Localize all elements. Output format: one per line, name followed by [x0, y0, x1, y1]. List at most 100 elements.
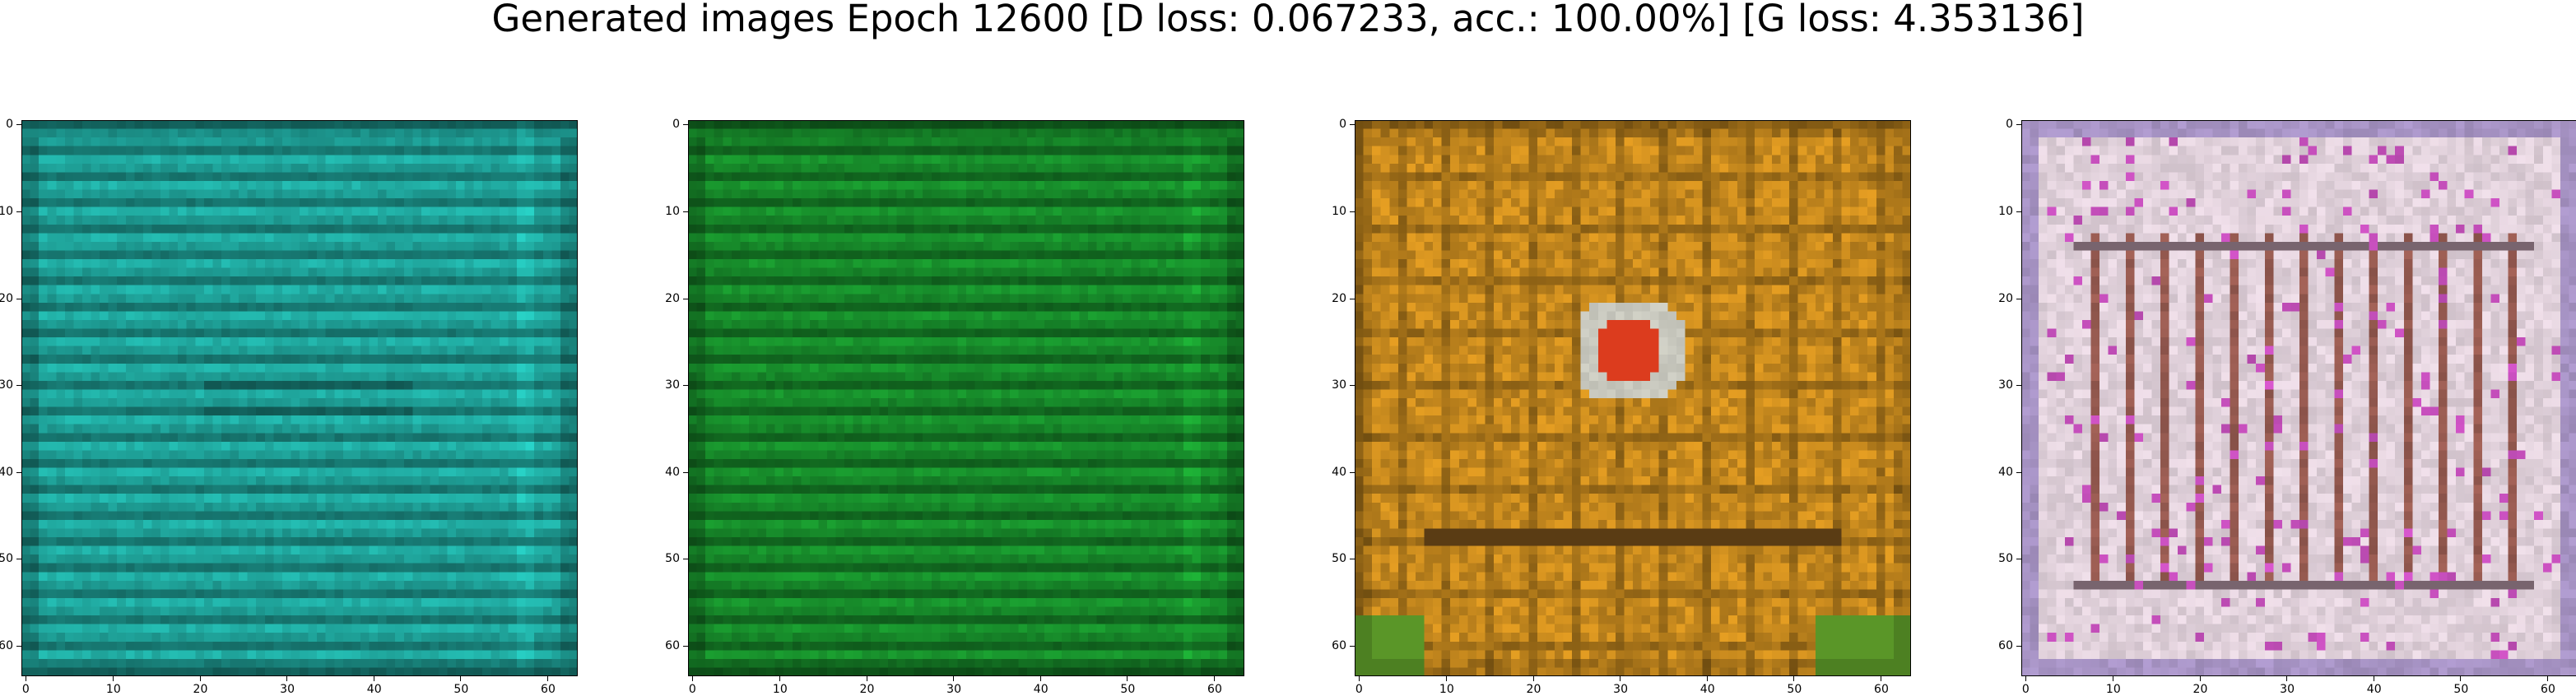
x-tick-mark [692, 676, 694, 681]
y-tick-mark [16, 385, 21, 387]
y-tick-label: 30 [0, 378, 13, 392]
generated-image-canvas [1355, 120, 1911, 676]
y-tick-label: 50 [1332, 552, 1346, 566]
x-tick-mark [953, 676, 955, 681]
figure-title: Generated images Epoch 12600 [D loss: 0.… [491, 0, 2085, 40]
x-tick-label: 60 [1207, 683, 1222, 696]
x-tick-label: 10 [2105, 683, 2121, 696]
x-tick-mark [1127, 676, 1128, 681]
y-tick-mark [16, 211, 21, 212]
y-tick-label: 40 [1332, 465, 1346, 479]
y-tick-label: 10 [1998, 204, 2013, 218]
y-tick-label: 20 [1332, 291, 1346, 305]
y-tick-mark [683, 124, 688, 126]
x-tick-mark [1445, 676, 1447, 681]
x-tick-label: 20 [193, 683, 208, 696]
y-tick-mark [2016, 471, 2021, 473]
y-tick-mark [1350, 385, 1355, 387]
y-tick-label: 60 [0, 639, 13, 653]
x-tick-mark [547, 676, 549, 681]
y-tick-mark [683, 211, 688, 212]
x-tick-mark [779, 676, 780, 681]
y-tick-mark [2016, 646, 2021, 647]
y-tick-label: 40 [0, 465, 13, 479]
x-tick-label: 20 [859, 683, 875, 696]
generated-image-canvas [21, 120, 578, 676]
y-tick-label: 0 [6, 118, 13, 132]
y-tick-label: 50 [665, 552, 680, 566]
y-tick-label: 20 [665, 291, 680, 305]
x-tick-mark [2460, 676, 2462, 681]
y-tick-label: 40 [665, 465, 680, 479]
x-tick-label: 50 [1120, 683, 1136, 696]
y-tick-label: 30 [1332, 378, 1346, 392]
y-tick-label: 0 [1339, 118, 1346, 132]
generated-image-1 [21, 120, 578, 676]
x-tick-mark [1706, 676, 1708, 681]
x-tick-mark [1532, 676, 1534, 681]
y-tick-mark [2016, 211, 2021, 212]
y-tick-label: 50 [0, 552, 13, 566]
x-tick-label: 40 [2366, 683, 2382, 696]
x-tick-label: 10 [105, 683, 121, 696]
y-tick-mark [16, 471, 21, 473]
y-tick-mark [1350, 646, 1355, 647]
y-tick-label: 30 [665, 378, 680, 392]
y-tick-label: 30 [1998, 378, 2013, 392]
y-tick-label: 10 [1332, 204, 1346, 218]
x-tick-label: 0 [1355, 683, 1363, 696]
x-tick-label: 20 [2192, 683, 2208, 696]
y-tick-mark [1350, 211, 1355, 212]
y-tick-label: 60 [1998, 639, 2013, 653]
y-tick-mark [1350, 471, 1355, 473]
y-tick-label: 50 [1998, 552, 2013, 566]
x-tick-mark [2025, 676, 2027, 681]
x-tick-mark [1214, 676, 1216, 681]
y-tick-label: 20 [0, 291, 13, 305]
y-tick-mark [2016, 124, 2021, 126]
y-tick-label: 10 [665, 204, 680, 218]
x-tick-label: 30 [280, 683, 295, 696]
y-tick-mark [683, 471, 688, 473]
x-tick-label: 60 [2541, 683, 2555, 696]
x-tick-label: 10 [1439, 683, 1454, 696]
x-tick-label: 0 [688, 683, 696, 696]
x-tick-mark [199, 676, 201, 681]
x-tick-label: 40 [1700, 683, 1715, 696]
x-tick-label: 40 [366, 683, 382, 696]
y-tick-mark [16, 646, 21, 647]
generated-image-canvas [2021, 120, 2576, 676]
y-tick-mark [2016, 385, 2021, 387]
x-tick-label: 30 [946, 683, 961, 696]
x-tick-mark [2547, 676, 2549, 681]
generated-image-canvas [688, 120, 1244, 676]
x-tick-mark [460, 676, 462, 681]
x-tick-mark [1039, 676, 1041, 681]
y-tick-label: 20 [1998, 291, 2013, 305]
x-tick-label: 60 [1874, 683, 1889, 696]
generated-image-3 [1355, 120, 1911, 676]
x-tick-label: 40 [1033, 683, 1049, 696]
y-tick-mark [683, 646, 688, 647]
y-tick-label: 0 [2006, 118, 2013, 132]
x-tick-label: 50 [1787, 683, 1802, 696]
y-tick-label: 60 [665, 639, 680, 653]
x-tick-label: 50 [2453, 683, 2469, 696]
x-tick-mark [112, 676, 114, 681]
y-tick-label: 60 [1332, 639, 1346, 653]
x-tick-label: 30 [2280, 683, 2295, 696]
x-tick-label: 0 [21, 683, 30, 696]
x-tick-label: 20 [1526, 683, 1541, 696]
y-tick-label: 40 [1998, 465, 2013, 479]
x-tick-label: 50 [453, 683, 469, 696]
generated-image-4 [2021, 120, 2576, 676]
y-tick-mark [1350, 124, 1355, 126]
x-tick-mark [2199, 676, 2201, 681]
y-tick-mark [683, 385, 688, 387]
x-tick-label: 10 [772, 683, 788, 696]
x-tick-label: 60 [541, 683, 556, 696]
generated-image-2 [688, 120, 1244, 676]
x-tick-mark [286, 676, 288, 681]
y-tick-label: 10 [0, 204, 13, 218]
x-tick-label: 30 [1613, 683, 1628, 696]
